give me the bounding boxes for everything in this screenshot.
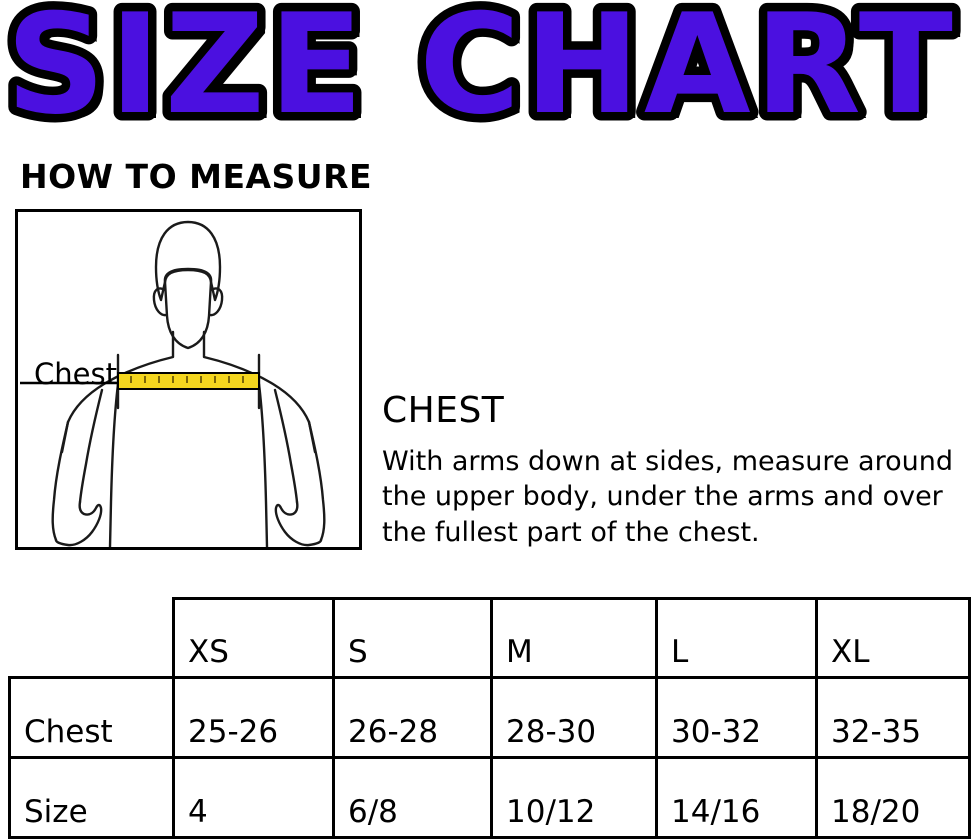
size-table: XS S M L XL Chest 25-26 26-28 28-30 30-3…: [8, 597, 971, 839]
page-title-banner: SIZE CHART SIZE CHART SIZE CHART: [0, 0, 978, 150]
right-body-side: [257, 382, 269, 547]
measurement-illustration-box: [15, 209, 362, 550]
cell-chest-m: 28-30: [490, 676, 658, 759]
table-row: Chest 25-26 26-28 28-30 30-32 32-35: [8, 676, 971, 759]
right-arm-inner: [273, 388, 299, 504]
right-arm-outer: [307, 420, 326, 542]
male-torso-figure: [20, 220, 326, 547]
left-arm-inner: [78, 388, 104, 504]
left-body-side: [108, 382, 120, 547]
table-header-xs: XS: [172, 597, 335, 679]
table-header-l: L: [655, 597, 818, 679]
measuring-tape: [117, 372, 260, 390]
measuring-tape-ticks: [130, 376, 244, 383]
torso-outline: [60, 330, 317, 454]
page-title: SIZE CHART: [6, 0, 957, 145]
cell-size-m: 10/12: [490, 756, 658, 839]
how-to-measure-heading: HOW TO MEASURE: [20, 157, 373, 196]
cell-size-l: 14/16: [655, 756, 818, 839]
face-outline: [163, 267, 213, 350]
chest-callout-label: Chest: [34, 357, 117, 391]
row-label-size: Size: [8, 756, 175, 839]
table-header-xl: XL: [815, 597, 971, 679]
cell-chest-s: 26-28: [332, 676, 493, 759]
cell-chest-xs: 25-26: [172, 676, 335, 759]
chest-description-heading: CHEST: [382, 390, 505, 431]
cell-size-s: 6/8: [332, 756, 493, 839]
cell-size-xl: 18/20: [815, 756, 971, 839]
right-ear: [208, 287, 224, 317]
table-header-m: M: [490, 597, 658, 679]
size-chart-title-graphic: SIZE CHART SIZE CHART SIZE CHART: [0, 0, 965, 150]
table-header-s: S: [332, 597, 493, 679]
left-ear: [152, 287, 168, 317]
left-hand: [54, 500, 103, 547]
cell-size-xs: 4: [172, 756, 335, 839]
table-row: Size 4 6/8 10/12 14/16 18/20: [8, 756, 971, 839]
table-header-row: XS S M L XL: [10, 597, 971, 679]
page-title-shadow: SIZE CHART: [14, 0, 965, 150]
right-hand: [274, 500, 323, 547]
left-arm-outer: [51, 420, 70, 542]
head-hair-outline: [154, 220, 222, 302]
cell-chest-l: 30-32: [655, 676, 818, 759]
chest-description-block: CHEST With arms down at sides, measure a…: [382, 392, 972, 551]
page-title-outline: SIZE CHART: [6, 0, 957, 145]
chest-description-text: With arms down at sides, measure around …: [382, 445, 953, 549]
cell-chest-xl: 32-35: [815, 676, 971, 759]
table-corner-cell: [10, 599, 174, 678]
row-label-chest: Chest: [8, 676, 175, 759]
